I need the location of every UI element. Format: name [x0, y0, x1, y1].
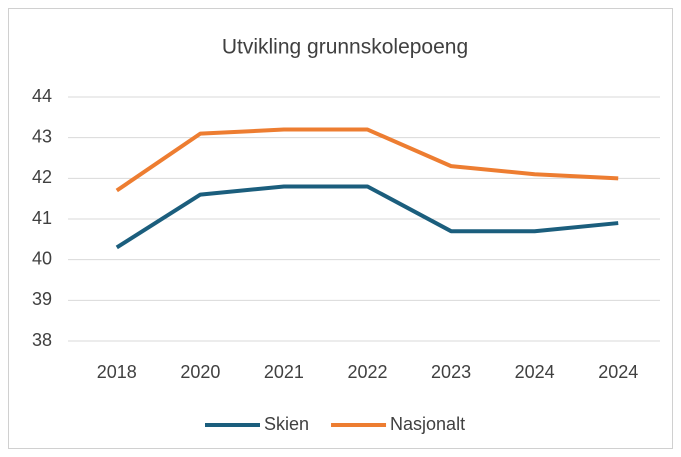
y-tick-label: 40	[32, 248, 52, 268]
x-tick-label: 2018	[97, 362, 137, 382]
legend-label: Skien	[264, 414, 309, 434]
series-line	[115, 184, 619, 250]
x-tick-label: 2020	[180, 362, 220, 382]
x-tick-label: 2021	[264, 362, 304, 382]
x-tick-label: 2024	[515, 362, 555, 382]
x-tick-label: 2023	[431, 362, 471, 382]
y-tick-label: 43	[32, 126, 52, 146]
y-tick-label: 38	[32, 330, 52, 350]
x-tick-label: 2022	[347, 362, 387, 382]
x-tick-label: 2024	[598, 362, 638, 382]
legend-label: Nasjonalt	[390, 414, 465, 434]
y-tick-label: 41	[32, 208, 52, 228]
y-tick-label: 42	[32, 167, 52, 187]
series-line	[115, 127, 619, 193]
y-tick-label: 44	[32, 86, 52, 106]
chart-title: Utvikling grunnskolepoeng	[222, 36, 468, 59]
y-tick-label: 39	[32, 289, 52, 309]
